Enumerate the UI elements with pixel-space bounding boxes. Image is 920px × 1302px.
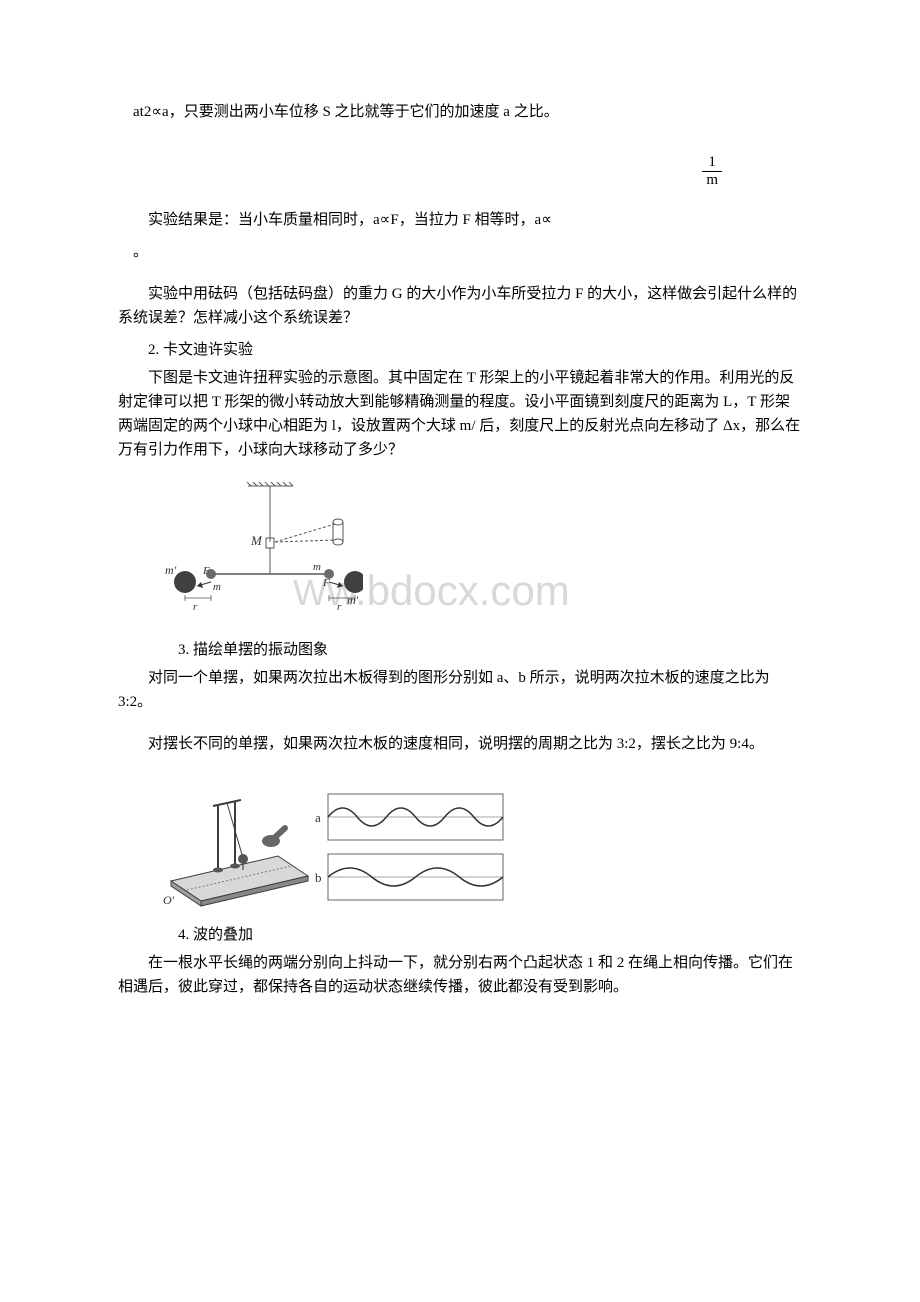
- label-m-prime-right: m': [347, 593, 359, 607]
- heading-3: 3. 描绘单摆的振动图象: [178, 638, 802, 662]
- figure-pendulum: O' a b: [163, 786, 802, 911]
- fraction-numerator: 1: [702, 154, 722, 172]
- heading-2: 2. 卡文迪许实验: [148, 338, 802, 362]
- page-content: at2∝a，只要测出两小车位移 S 之比就等于它们的加速度 a 之比。 1 m …: [118, 100, 802, 999]
- heading-4: 4. 波的叠加: [178, 923, 802, 947]
- wave-label-a: a: [315, 810, 321, 825]
- cavendish-diagram-svg: M: [163, 482, 363, 612]
- label-r-right: r: [337, 601, 342, 612]
- label-m-prime-left: m': [165, 563, 177, 577]
- paragraph-3: 实验中用砝码（包括砝码盘）的重力 G 的大小作为小车所受拉力 F 的大小，这样做…: [118, 282, 802, 330]
- paragraph-5: 对同一个单摆，如果两次拉出木板得到的图形分别如 a、b 所示，说明两次拉木板的速…: [118, 666, 802, 714]
- paragraph-2: 实验结果是：当小车质量相同时，a∝F，当拉力 F 相等时，a∝: [118, 208, 802, 232]
- paragraph-1: at2∝a，只要测出两小车位移 S 之比就等于它们的加速度 a 之比。: [118, 100, 802, 124]
- figure-cavendish: M: [163, 482, 363, 612]
- label-m-right: m: [313, 561, 321, 573]
- fraction-block: 1 m: [118, 154, 802, 188]
- paragraph-2b: 。: [133, 240, 802, 264]
- fraction-1-over-m: 1 m: [702, 154, 722, 188]
- label-r-left: r: [193, 601, 198, 612]
- pendulum-diagram-svg: O' a b: [163, 786, 523, 911]
- label-m-left: m: [213, 581, 221, 593]
- label-M: M: [250, 533, 263, 548]
- paragraph-6: 对摆长不同的单摆，如果两次拉木板的速度相同，说明摆的周期之比为 3:2，摆长之比…: [118, 732, 802, 756]
- label-F-left: F: [202, 565, 210, 577]
- paragraph-7: 在一根水平长绳的两端分别向上抖动一下，就分别右两个凸起状态 1 和 2 在绳上相…: [118, 951, 802, 999]
- label-O-prime: O': [163, 893, 175, 907]
- label-F-right: F: [322, 577, 330, 589]
- wave-label-b: b: [315, 870, 322, 885]
- paragraph-4: 下图是卡文迪许扭秤实验的示意图。其中固定在 T 形架上的小平镜起着非常大的作用。…: [118, 366, 802, 462]
- fraction-denominator: m: [702, 172, 722, 189]
